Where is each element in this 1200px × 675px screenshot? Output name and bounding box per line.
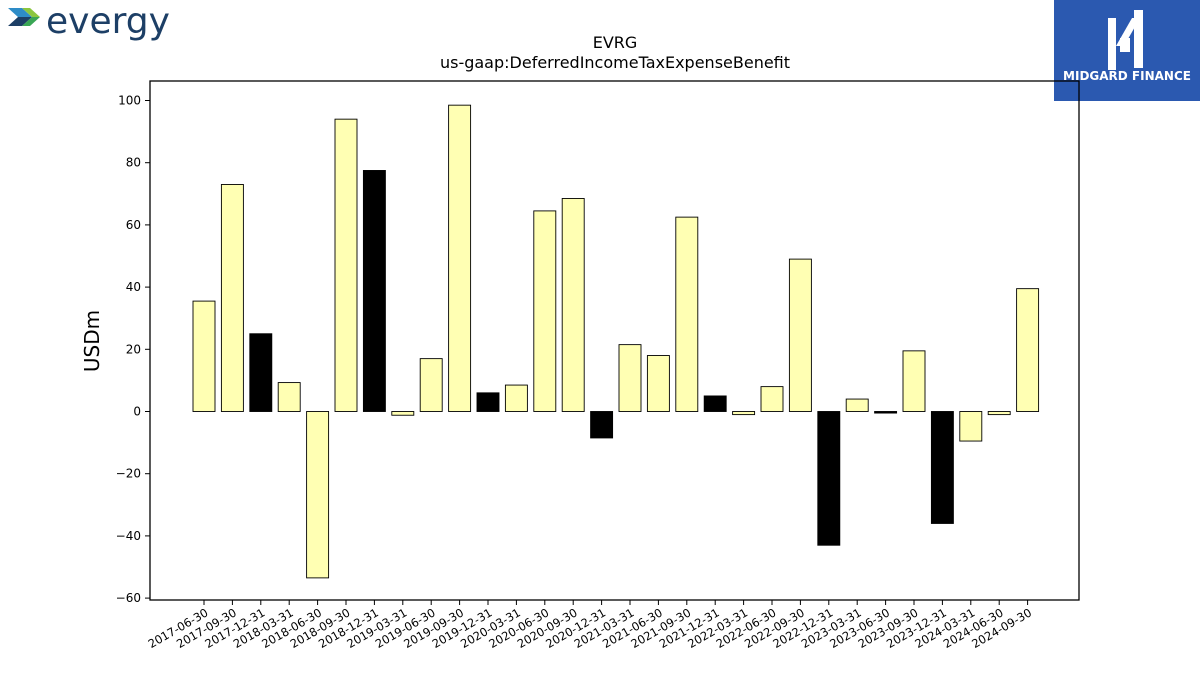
evergy-chevron-logo-icon: evergy <box>8 1 170 42</box>
y-tick-label: 60 <box>126 218 141 232</box>
bar <box>646 355 670 412</box>
bar <box>561 198 585 412</box>
brand-name: evergy <box>46 2 170 42</box>
bar <box>192 300 216 412</box>
bar <box>959 411 983 442</box>
bar <box>419 358 443 412</box>
y-tick-label: 20 <box>126 342 141 356</box>
partner-badge: MIDGARD FINANCE <box>1054 0 1200 101</box>
bar <box>306 411 330 579</box>
bar <box>504 384 528 412</box>
bar <box>618 344 642 412</box>
bar <box>874 411 898 414</box>
y-tick-label: −40 <box>116 529 141 543</box>
y-axis-label: USDm <box>80 310 104 372</box>
y-tick-label: −20 <box>116 467 141 481</box>
bar <box>476 392 500 412</box>
bar <box>533 210 557 412</box>
y-tick-label: 100 <box>118 94 141 108</box>
bar <box>902 350 926 412</box>
y-tick-label: 40 <box>126 280 141 294</box>
bar <box>817 411 841 546</box>
bar <box>220 184 244 412</box>
chart-subtitle: us-gaap:DeferredIncomeTaxExpenseBenefit <box>440 53 790 72</box>
bars-group <box>192 104 1040 579</box>
bar <box>930 411 954 524</box>
y-tick-label: −60 <box>116 591 141 605</box>
partner-name: MIDGARD FINANCE <box>1063 69 1191 83</box>
bar <box>732 411 756 416</box>
y-tick-label: 0 <box>133 405 141 419</box>
midgard-finance-logo-icon <box>1108 10 1143 70</box>
y-axis-ticks: −60 −40 −20 0 20 40 60 80 100 <box>116 94 150 605</box>
bar <box>703 395 727 412</box>
bar <box>334 118 358 412</box>
bar <box>987 411 1011 416</box>
bar <box>845 398 869 412</box>
bar <box>1016 288 1040 412</box>
bar <box>391 411 415 416</box>
plot-frame <box>149 80 1080 601</box>
chart-title: EVRG <box>593 33 638 52</box>
bar <box>760 386 784 412</box>
bar <box>675 216 699 412</box>
evergy-logo: evergy <box>6 1 196 42</box>
bar <box>448 104 472 412</box>
bar <box>249 333 273 412</box>
bar <box>788 258 812 412</box>
y-tick-label: 80 <box>126 156 141 170</box>
bar <box>590 411 614 439</box>
x-axis-ticks: 2017-06-302017-09-302017-12-312018-03-31… <box>146 600 1034 651</box>
bar <box>277 382 301 412</box>
bar <box>362 170 386 412</box>
